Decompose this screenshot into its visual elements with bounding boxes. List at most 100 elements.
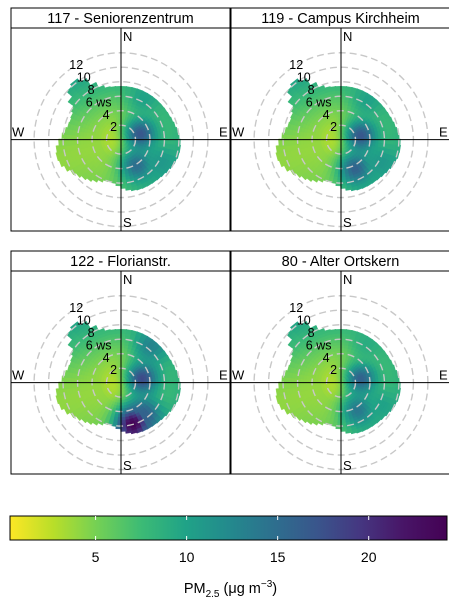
- heat-cell: [114, 85, 122, 89]
- compass-label-s: S: [343, 458, 352, 473]
- compass-label-w: W: [232, 368, 245, 383]
- speed-ring-label: 6 ws: [306, 338, 332, 352]
- heat-cell: [125, 187, 133, 191]
- speed-ring-label: 2: [110, 120, 117, 134]
- heat-cell: [97, 85, 105, 90]
- speed-ring-label: 10: [77, 314, 91, 328]
- speed-ring-label: 12: [289, 58, 303, 72]
- panel-border: [230, 270, 449, 475]
- heat-cell: [141, 427, 149, 432]
- heat-cell: [64, 127, 68, 135]
- colorbar-gradient: [9, 515, 448, 541]
- heat-cell: [317, 328, 325, 333]
- panel-border: [10, 27, 231, 232]
- heat-cell: [317, 85, 325, 90]
- heat-cell: [69, 321, 80, 330]
- heat-cell: [130, 186, 138, 192]
- speed-ring-label: 8: [88, 326, 95, 340]
- heat-cell: [384, 166, 391, 174]
- heat-cell: [323, 329, 331, 334]
- speed-ring-label: 8: [308, 326, 315, 340]
- speed-ring-label: 2: [110, 363, 117, 377]
- colorbar-tick-label: 5: [92, 549, 100, 565]
- heat-cell: [114, 328, 122, 332]
- speed-ring-label: 4: [103, 108, 110, 122]
- facet-title: 80 - Alter Ortskern: [282, 254, 400, 270]
- heat-cell: [55, 394, 61, 405]
- heat-cell: [345, 430, 353, 434]
- speed-ring-label: 10: [297, 71, 311, 85]
- heat-cell: [58, 381, 61, 391]
- heat-cell: [130, 429, 138, 435]
- heat-cell: [345, 187, 353, 191]
- compass-label-n: N: [343, 29, 352, 44]
- facet-title: 119 - Campus Kirchheim: [261, 11, 420, 27]
- colorbar-tick-label: 10: [179, 549, 195, 565]
- heat-cell: [78, 78, 88, 85]
- heat-cell: [298, 321, 308, 328]
- heat-cell: [164, 166, 171, 174]
- compass-label-e: E: [219, 368, 228, 383]
- heat-cell: [361, 184, 369, 189]
- heat-cell: [356, 429, 364, 434]
- heat-cell: [308, 324, 318, 331]
- heat-cell: [308, 81, 318, 88]
- compass-label-n: N: [343, 272, 352, 287]
- speed-ring-label: 6 ws: [86, 95, 112, 109]
- heat-cell: [278, 381, 281, 391]
- speed-ring-label: 12: [69, 58, 83, 72]
- compass-label-n: N: [123, 29, 132, 44]
- heat-cell: [323, 86, 331, 91]
- heat-cell: [97, 328, 105, 333]
- heat-cell: [103, 86, 111, 91]
- compass-label-e: E: [439, 125, 448, 140]
- heat-cell: [334, 328, 342, 332]
- speed-ring-label: 6 ws: [306, 95, 332, 109]
- heat-cell: [125, 430, 133, 434]
- polar-heatmap: [55, 78, 181, 192]
- heat-cell: [334, 85, 342, 89]
- compass-label-s: S: [123, 458, 132, 473]
- compass-label-e: E: [439, 368, 448, 383]
- speed-ring-label: 4: [103, 351, 110, 365]
- heat-cell: [64, 370, 68, 378]
- heat-cell: [88, 81, 98, 88]
- facet-title: 122 - Florianstr.: [70, 254, 171, 270]
- compass-label-w: W: [12, 125, 25, 140]
- colorbar-tick-label: 20: [361, 549, 377, 565]
- heat-cell: [366, 181, 374, 187]
- speed-ring-label: 10: [77, 71, 91, 85]
- heat-cell: [284, 127, 288, 135]
- heat-cell: [164, 409, 171, 417]
- heat-cell: [55, 151, 61, 162]
- heat-cell: [350, 186, 358, 192]
- heat-cell: [350, 429, 358, 435]
- heat-cell: [275, 145, 280, 155]
- colorbar-tick-label: 15: [270, 549, 286, 565]
- heat-cell: [78, 321, 88, 328]
- facet-title: 117 - Seniorenzentrum: [47, 11, 193, 27]
- heat-cell: [289, 321, 300, 330]
- speed-ring-label: 6 ws: [86, 338, 112, 352]
- heat-cell: [275, 388, 280, 398]
- heat-cell: [384, 409, 391, 417]
- panel-border: [230, 27, 449, 232]
- compass-label-s: S: [343, 215, 352, 230]
- heat-cell: [55, 145, 60, 155]
- heat-cell: [289, 78, 300, 87]
- compass-axes: [231, 28, 449, 231]
- speed-ring-label: 10: [297, 314, 311, 328]
- speed-ring-label: 8: [308, 83, 315, 97]
- compass-label-e: E: [219, 125, 228, 140]
- heat-cell: [69, 78, 80, 87]
- heat-cell: [146, 424, 154, 430]
- compass-label-w: W: [12, 368, 25, 383]
- compass-axes: [11, 271, 230, 474]
- speed-ring-label: 4: [323, 351, 330, 365]
